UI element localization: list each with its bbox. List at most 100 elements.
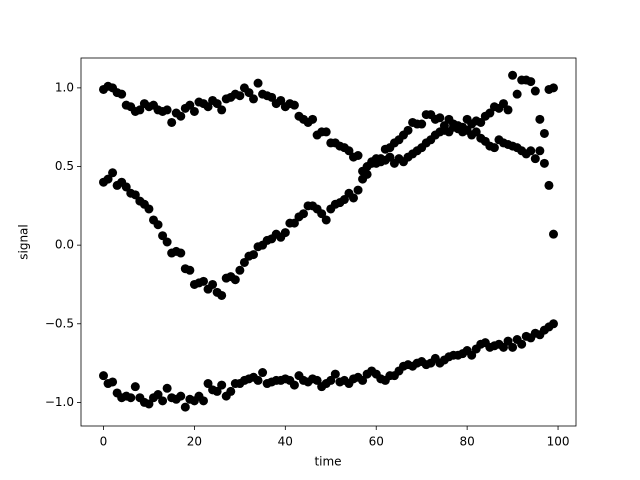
point [535,114,545,124]
y-tick-label: 0.5 [55,159,74,173]
point [530,154,540,164]
x-tick-label: 0 [100,435,108,449]
point [162,383,172,393]
point [549,229,558,239]
point [244,88,254,98]
point [226,386,236,396]
point [199,276,208,286]
point [362,169,372,179]
point [103,174,113,184]
y-tick-label: −0.5 [45,316,74,330]
point [544,180,554,190]
point [230,275,240,285]
point [249,94,258,104]
point [108,377,118,387]
point [189,106,199,116]
point [117,89,127,99]
point [99,371,108,381]
x-axis-label: time [314,455,341,469]
x-tick-label: 100 [547,435,570,449]
point [317,209,327,219]
point [467,350,477,360]
y-tick-label: 0.0 [55,238,74,252]
point [385,152,395,162]
point [144,204,154,214]
point [217,105,227,115]
point [358,375,368,385]
point [235,91,245,101]
point [539,158,549,168]
point [208,279,218,289]
x-tick-label: 80 [459,435,474,449]
point [376,154,386,164]
point [330,369,340,379]
point [212,386,222,396]
point [280,228,290,238]
point [489,143,499,153]
point [203,102,213,112]
point [249,250,258,260]
point [517,339,527,349]
point [321,127,331,137]
point [508,70,518,80]
point [526,146,536,156]
point [185,265,195,275]
point [299,209,308,219]
point [253,375,263,385]
point [199,396,208,406]
point [530,86,540,96]
y-tick-label: −1.0 [45,395,74,409]
point [312,375,322,385]
point [508,342,518,352]
point [121,182,131,192]
point [349,193,358,203]
y-axis-label: signal [17,224,31,260]
point [176,248,186,258]
point [130,382,140,392]
point [499,342,508,352]
point [253,78,263,88]
point [162,237,172,247]
point [549,319,558,329]
point [308,114,318,124]
point [439,121,449,131]
point [185,100,195,110]
point [458,122,468,132]
point [539,128,549,138]
point [144,399,154,409]
x-tick-label: 60 [369,435,384,449]
point [176,391,186,401]
point [503,336,513,346]
point [217,290,227,300]
point [135,105,145,115]
point [549,83,558,93]
point [180,402,190,412]
point [289,218,299,228]
point [471,127,481,137]
point [321,215,331,225]
point [239,257,249,267]
point [485,108,495,118]
point [326,375,336,385]
point [353,185,363,195]
point [403,125,413,135]
point [289,100,299,110]
point [289,380,299,390]
point [503,105,513,115]
point [130,190,140,200]
point [153,390,163,400]
point [126,393,136,403]
point [344,146,354,156]
point [203,379,213,389]
point [476,117,486,127]
point [212,99,222,109]
point [512,89,522,99]
point [108,168,118,178]
point [526,77,536,87]
x-tick-label: 40 [278,435,293,449]
point [353,151,363,161]
point [276,95,286,105]
x-tick-label: 20 [187,435,202,449]
